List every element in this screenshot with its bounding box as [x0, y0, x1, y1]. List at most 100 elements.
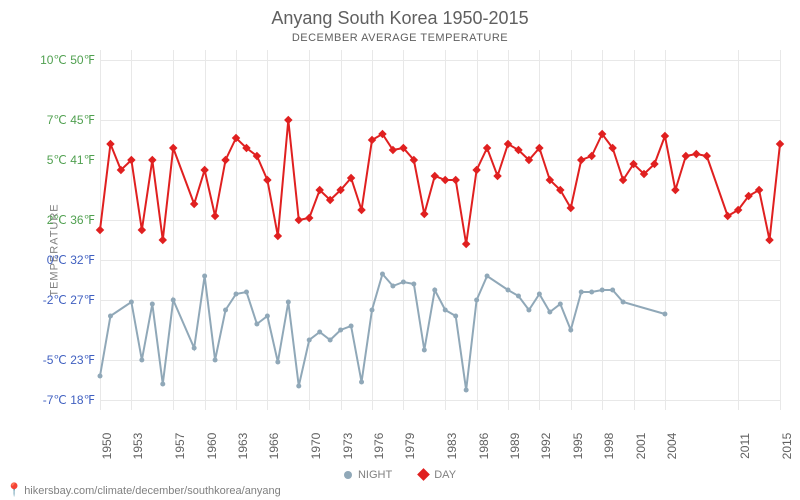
- data-point: [357, 206, 365, 214]
- data-point: [682, 152, 690, 160]
- data-point: [370, 308, 375, 313]
- data-point: [139, 358, 144, 363]
- data-point: [610, 288, 615, 293]
- plot-area: [100, 50, 780, 410]
- data-point: [755, 186, 763, 194]
- data-point: [451, 176, 459, 184]
- data-point: [558, 302, 563, 307]
- data-point: [296, 384, 301, 389]
- chart-subtitle: DECEMBER AVERAGE TEMPERATURE: [0, 32, 800, 44]
- xtick-label: 1957: [173, 433, 187, 460]
- map-pin-icon: 📍: [6, 482, 22, 497]
- data-point: [138, 226, 146, 234]
- data-point: [671, 186, 679, 194]
- legend-item-day: DAY: [419, 469, 456, 481]
- xtick-label: 1963: [236, 433, 250, 460]
- data-point: [96, 226, 104, 234]
- data-point: [431, 172, 439, 180]
- legend-item-night: NIGHT: [344, 469, 392, 481]
- data-point: [422, 348, 427, 353]
- data-point: [380, 272, 385, 277]
- data-point: [504, 140, 512, 148]
- data-point: [703, 152, 711, 160]
- xtick-label: 1950: [100, 433, 114, 460]
- data-point: [368, 136, 376, 144]
- data-point: [567, 204, 575, 212]
- series-line: [100, 120, 780, 244]
- data-point: [223, 308, 228, 313]
- chart-title: Anyang South Korea 1950-2015: [0, 8, 800, 29]
- data-point: [286, 300, 291, 305]
- data-point: [464, 388, 469, 393]
- data-point: [98, 374, 103, 379]
- data-point: [493, 172, 501, 180]
- data-point: [307, 338, 312, 343]
- xtick-label: 1979: [403, 433, 417, 460]
- xtick-label: 1995: [571, 433, 585, 460]
- data-point: [776, 140, 784, 148]
- data-point: [723, 212, 731, 220]
- data-point: [160, 382, 165, 387]
- data-point: [234, 292, 239, 297]
- data-point: [150, 302, 155, 307]
- circle-icon: [344, 471, 352, 479]
- xtick-label: 2015: [780, 433, 794, 460]
- data-point: [211, 212, 219, 220]
- data-point: [485, 274, 490, 279]
- ytick-label: 5℃ 41℉: [47, 153, 95, 167]
- xtick-label: 2011: [738, 433, 752, 459]
- data-point: [661, 132, 669, 140]
- diamond-icon: [417, 468, 430, 481]
- data-point: [579, 290, 584, 295]
- data-point: [587, 152, 595, 160]
- data-point: [129, 300, 134, 305]
- data-point: [159, 236, 167, 244]
- data-point: [169, 144, 177, 152]
- xtick-label: 1976: [372, 433, 386, 460]
- data-point: [483, 144, 491, 152]
- data-point: [265, 314, 270, 319]
- data-point: [621, 300, 626, 305]
- data-point: [338, 328, 343, 333]
- data-point: [662, 312, 667, 317]
- legend-label: NIGHT: [358, 469, 392, 481]
- data-point: [317, 330, 322, 335]
- ytick-label: -7℃ 18℉: [43, 393, 95, 407]
- attribution-url: hikersbay.com/climate/december/southkore…: [24, 485, 281, 497]
- data-point: [537, 292, 542, 297]
- data-point: [295, 216, 303, 224]
- xtick-label: 1992: [539, 433, 553, 460]
- attribution: 📍hikersbay.com/climate/december/southkor…: [6, 482, 281, 498]
- xtick-label: 1983: [445, 433, 459, 460]
- data-point: [453, 314, 458, 319]
- data-point: [274, 232, 282, 240]
- data-point: [411, 282, 416, 287]
- xtick-label: 1970: [309, 433, 323, 460]
- data-point: [359, 380, 364, 385]
- xtick-label: 2001: [634, 433, 648, 460]
- xtick-label: 1960: [205, 433, 219, 460]
- xtick-label: 1973: [341, 433, 355, 460]
- legend: NIGHT DAY: [0, 469, 800, 483]
- data-point: [472, 166, 480, 174]
- data-point: [568, 328, 573, 333]
- data-point: [474, 298, 479, 303]
- data-point: [148, 156, 156, 164]
- data-point: [202, 274, 207, 279]
- xtick-label: 1998: [602, 433, 616, 460]
- data-point: [349, 324, 354, 329]
- xtick-label: 1953: [131, 433, 145, 460]
- data-point: [462, 240, 470, 248]
- data-point: [106, 140, 114, 148]
- data-point: [692, 150, 700, 158]
- legend-label: DAY: [434, 469, 456, 481]
- data-point: [401, 280, 406, 285]
- data-point: [420, 210, 428, 218]
- data-point: [441, 176, 449, 184]
- ytick-label: 10℃ 50℉: [40, 53, 95, 67]
- data-point: [263, 176, 271, 184]
- data-point: [284, 116, 292, 124]
- data-point: [190, 200, 198, 208]
- data-point: [600, 288, 605, 293]
- xtick-label: 1966: [267, 433, 281, 460]
